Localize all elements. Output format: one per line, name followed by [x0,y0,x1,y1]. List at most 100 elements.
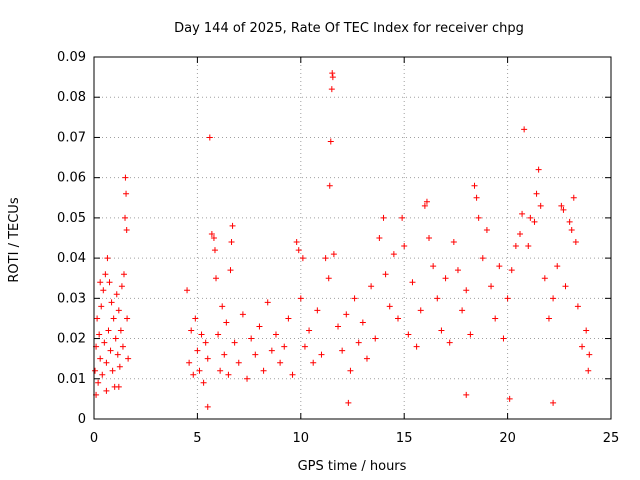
data-point [519,210,526,217]
x-tick-label: 10 [293,431,310,446]
y-tick-label: 0.07 [57,130,86,145]
data-point [208,230,215,237]
x-tick-label: 5 [193,431,201,446]
data-point [442,275,449,282]
data-point [97,279,104,286]
data-point [227,267,234,274]
data-point [467,331,474,338]
data-point [434,295,441,302]
data-point [368,283,375,290]
data-point [570,194,577,201]
data-point [562,283,569,290]
data-point [401,243,408,250]
data-point [301,343,308,350]
data-point [125,355,132,362]
data-point [94,315,101,322]
data-point [339,347,346,354]
data-point [327,138,334,145]
data-point [496,263,503,270]
data-point [517,230,524,237]
data-point [531,218,538,225]
data-point [235,359,242,366]
data-point [102,271,109,278]
data-point [560,206,567,213]
data-point [409,279,416,286]
data-point [568,226,575,233]
data-point [535,166,542,173]
data-point [116,363,123,370]
data-point [252,351,259,358]
data-point [521,126,528,133]
data-point [574,303,581,310]
data-point [96,331,103,338]
data-point [558,202,565,209]
data-point [289,371,296,378]
data-point [359,319,366,326]
data-point [335,323,342,330]
x-tick-label: 15 [396,431,413,446]
x-tick-label: 20 [499,431,516,446]
data-point [525,243,532,250]
data-point [506,395,513,402]
data-point [326,182,333,189]
data-point [430,263,437,270]
data-point [200,379,207,386]
data-point [228,239,235,246]
data-point [295,247,302,254]
data-point [537,202,544,209]
data-point [98,303,105,310]
data-point [545,315,552,322]
data-point [99,371,106,378]
data-point [329,70,336,77]
data-point [122,214,129,221]
y-tick-label: 0.08 [57,90,86,105]
data-point [463,287,470,294]
data-point [106,279,113,286]
data-point [554,263,561,270]
data-point [479,255,486,262]
data-point [454,267,461,274]
data-point [202,339,209,346]
data-point [579,343,586,350]
data-point [104,255,111,262]
data-point [256,323,263,330]
data-point [223,319,230,326]
data-point [285,315,292,322]
data-point [109,367,116,374]
data-point [572,239,579,246]
data-point [231,339,238,346]
data-point [363,355,370,362]
data-point [113,291,120,298]
data-point [322,255,329,262]
data-point [115,383,122,390]
scatter-points [92,70,593,410]
data-point [194,347,201,354]
data-point [115,307,122,314]
data-point [103,387,110,394]
data-point [239,311,246,318]
data-point [264,299,271,306]
y-tick-label: 0.01 [57,372,86,387]
data-point [318,351,325,358]
data-point [108,299,115,306]
data-point [123,226,130,233]
data-point [293,239,300,246]
data-point [114,351,121,358]
data-point [215,331,222,338]
data-point [314,307,321,314]
chart-title: Day 144 of 2025, Rate Of TEC Index for r… [174,21,524,36]
plot-frame [93,56,612,420]
data-point [504,295,511,302]
data-point [421,202,428,209]
data-point [376,235,383,241]
data-point [260,367,267,374]
data-point [413,343,420,350]
data-point [550,399,557,406]
data-point [372,335,379,342]
data-point [586,351,593,358]
data-point [566,218,573,225]
data-point [382,271,389,278]
data-point [281,343,288,350]
data-point [512,243,519,250]
x-axis-label: GPS time / hours [298,459,407,474]
